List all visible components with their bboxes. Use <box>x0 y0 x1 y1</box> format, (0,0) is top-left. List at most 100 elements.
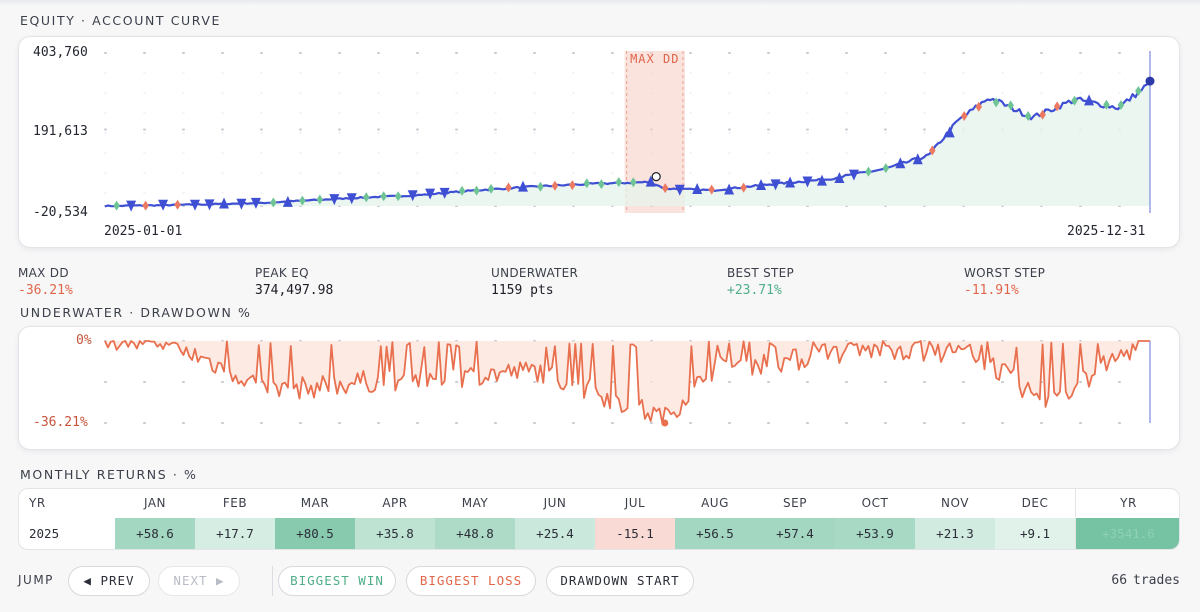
monthly-return-cell[interactable]: +57.4 <box>755 518 835 549</box>
sell-marker <box>802 176 813 188</box>
monthly-header-cell: YR <box>29 496 46 510</box>
monthly-return-cell[interactable]: +9.1 <box>995 518 1075 549</box>
win-marker <box>630 177 637 188</box>
monthly-return-cell[interactable]: -15.1 <box>595 518 675 549</box>
win-marker <box>380 191 387 202</box>
jump-label: JUMP <box>18 573 54 587</box>
monthly-header-cell: OCT <box>861 496 889 510</box>
monthly-return-cell[interactable]: +58.6 <box>115 518 195 549</box>
stat-label: UNDERWATER <box>491 266 579 280</box>
stat-label: BEST STEP <box>727 266 795 280</box>
equity-area <box>105 81 1150 207</box>
monthly-header-cell: JUL <box>624 496 646 510</box>
loss-marker <box>174 199 181 210</box>
monthly-header-row: YR JAN FEB MAR APR MAY JUN JUL AUG SEP OCT NOV DEC YR <box>19 489 1179 517</box>
win-marker <box>1071 95 1078 106</box>
buy-marker <box>912 153 923 165</box>
stat-underwater: UNDERWATER 1159 pts <box>491 266 578 298</box>
prev-button[interactable]: ◀ PREV <box>68 566 150 596</box>
biggest-win-button[interactable]: BIGGEST WIN <box>278 566 396 596</box>
monthly-header-cell: SEP <box>783 496 807 510</box>
equity-chart[interactable]: MAX DD <box>19 37 1181 249</box>
monthly-section-title: MONTHLY RETURNS · % <box>20 467 198 482</box>
equity-chart-card: MAX DD 403,760 191,613 -20,534 2025-01-0… <box>18 36 1180 248</box>
win-marker <box>615 177 623 188</box>
underwater-chart-card: 0% -36.21% <box>18 326 1180 450</box>
sell-marker <box>189 199 200 211</box>
stat-value: 1159 pts <box>491 283 554 298</box>
buy-marker <box>1084 94 1095 106</box>
sell-marker <box>770 179 781 191</box>
win-marker <box>270 197 277 208</box>
sell-marker <box>126 200 137 212</box>
drawdown-line <box>104 340 1150 424</box>
buy-marker <box>724 183 735 195</box>
win-marker <box>363 192 370 203</box>
monthly-return-cell[interactable]: +35.8 <box>355 518 435 549</box>
loss-marker <box>661 183 669 194</box>
sell-marker <box>439 187 450 199</box>
yearly-total-cell: +3541.6 <box>1075 518 1179 549</box>
win-marker <box>583 178 591 189</box>
monthly-header-cell: APR <box>382 496 408 510</box>
buy-marker <box>816 174 827 186</box>
sell-marker <box>674 184 685 196</box>
stat-peak-eq: PEAK EQ 374,497.98 <box>255 266 333 298</box>
stat-value: +23.71% <box>727 283 782 298</box>
monthly-header-cell: JAN <box>143 496 166 510</box>
sell-marker <box>848 169 859 181</box>
underwater-bottom-label: -36.21% <box>33 415 88 430</box>
monthly-header-cell: JUN <box>543 496 567 510</box>
monthly-return-cell[interactable]: +17.7 <box>195 518 275 549</box>
max-dd-label: MAX DD <box>630 52 679 66</box>
sell-marker <box>329 194 340 206</box>
underwater-chart[interactable] <box>19 327 1181 451</box>
buy-marker <box>518 180 528 192</box>
sell-marker <box>425 188 436 200</box>
stat-max-dd: MAX DD -36.21% <box>18 266 73 298</box>
buy-marker <box>756 178 767 190</box>
buy-marker <box>944 126 955 138</box>
monthly-return-cell[interactable]: +80.5 <box>275 518 355 549</box>
cursor-point <box>1145 76 1155 86</box>
drawdown-area <box>105 341 1150 423</box>
buy-marker <box>645 175 656 187</box>
buy-marker <box>834 172 845 184</box>
win-marker <box>992 97 1000 108</box>
monthly-year-cell: 2025 <box>29 526 60 541</box>
monthly-return-cell[interactable]: +25.4 <box>515 518 595 549</box>
equity-y-bottom-label: -20,534 <box>33 205 88 220</box>
win-marker <box>1103 99 1110 110</box>
drawdown-start-button[interactable]: DRAWDOWN START <box>546 566 694 596</box>
equity-x-end-label: 2025-12-31 <box>1067 224 1146 239</box>
stat-value: 374,497.98 <box>255 283 334 298</box>
equity-section-title: EQUITY · ACCOUNT CURVE <box>20 13 222 28</box>
monthly-return-cell[interactable]: +21.3 <box>915 518 995 549</box>
win-marker <box>598 179 605 190</box>
monthly-header-cell: AUG <box>701 496 729 510</box>
win-marker <box>113 200 120 211</box>
next-button[interactable]: NEXT ▶ <box>158 566 240 596</box>
loss-marker <box>142 200 149 211</box>
loss-marker <box>975 101 982 112</box>
trades-count: 66 trades <box>1105 573 1180 588</box>
loss-marker <box>708 184 715 195</box>
loss-marker <box>1053 101 1061 112</box>
monthly-header-cell: MAY <box>461 496 489 510</box>
stat-best-step: BEST STEP +23.71% <box>727 266 794 298</box>
top-shadow <box>0 0 1200 6</box>
monthly-data-row: 2025 +58.6 +17.7 +80.5 +35.8 +48.8 +25.4 -15.1 +… <box>19 518 1179 549</box>
monthly-return-cell[interactable]: +48.8 <box>435 518 515 549</box>
win-marker <box>1135 85 1142 96</box>
sell-marker <box>346 193 357 205</box>
win-marker <box>394 191 402 202</box>
stat-label: PEAK EQ <box>255 266 309 280</box>
buy-marker <box>785 176 796 188</box>
monthly-return-cell[interactable]: +53.9 <box>835 518 915 549</box>
stat-value: -36.21% <box>18 283 73 298</box>
biggest-loss-button[interactable]: BIGGEST LOSS <box>406 566 536 596</box>
win-marker <box>865 166 872 177</box>
monthly-return-cell[interactable]: +56.5 <box>675 518 755 549</box>
stat-worst-step: WORST STEP -11.91% <box>964 266 1045 298</box>
win-marker <box>1024 111 1032 122</box>
